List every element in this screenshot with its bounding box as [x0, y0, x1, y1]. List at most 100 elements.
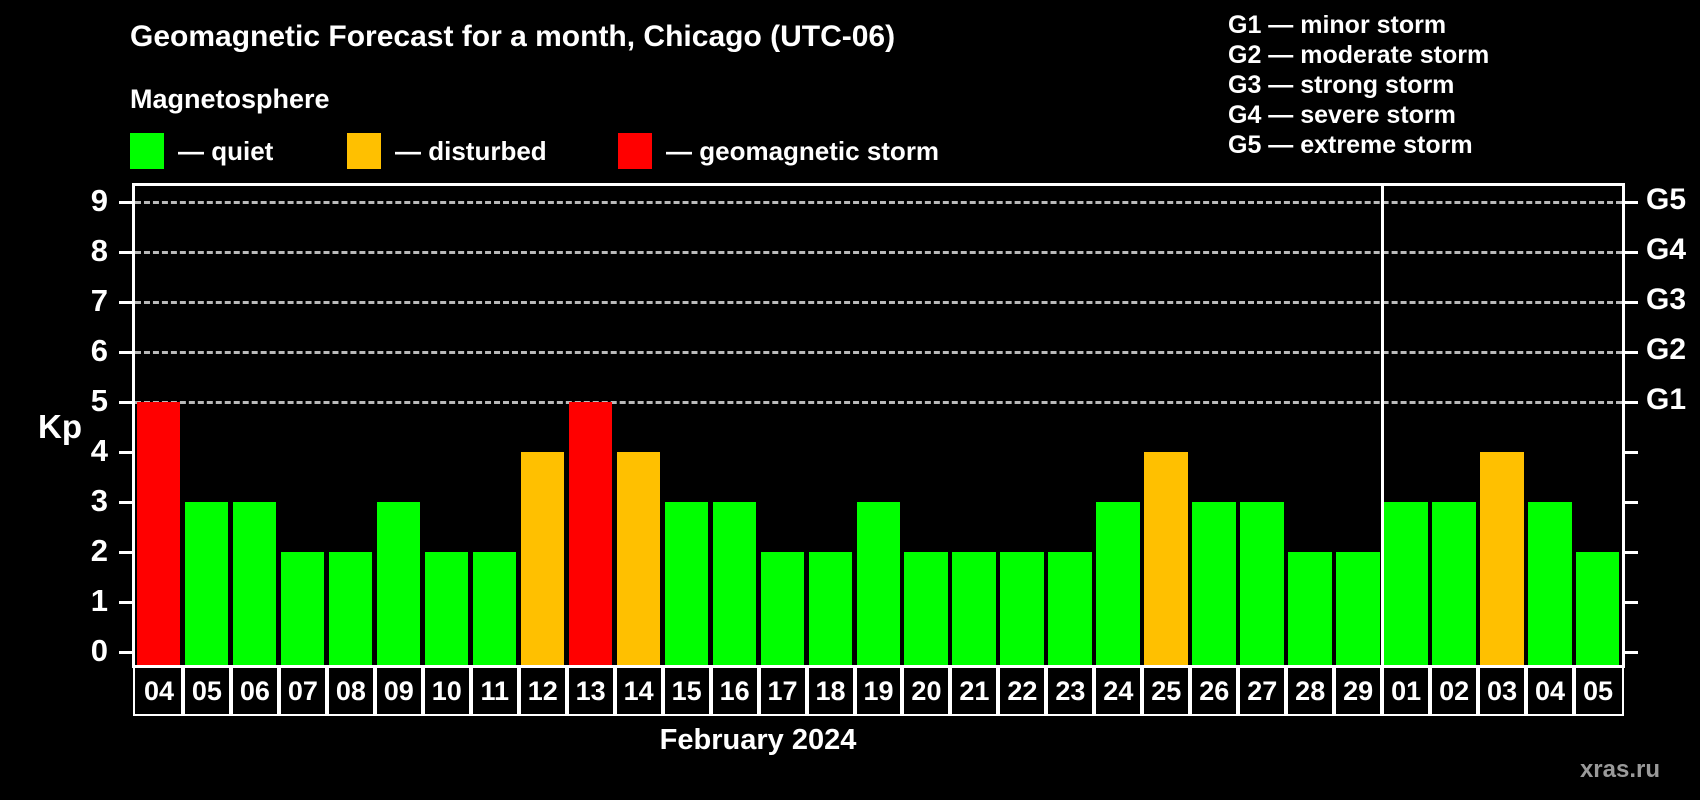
day-label-feb-05: 05	[180, 666, 233, 716]
kp-bar-day-10	[424, 552, 469, 665]
kp-bar-day-05	[184, 502, 229, 665]
legend-label: — disturbed	[395, 135, 547, 166]
kp-bar-day-18	[808, 552, 852, 665]
y-tick-label-9: 9	[90, 183, 108, 218]
y-tick-label-2: 2	[90, 533, 108, 568]
gridline-kp9	[135, 201, 1622, 204]
g-scale-legend: G1 — minor storm G2 — moderate storm G3 …	[1228, 10, 1489, 160]
right-tick-2	[1625, 551, 1638, 554]
gridline-kp7	[135, 301, 1622, 304]
left-tick-2	[119, 551, 132, 554]
day-label-feb-07: 07	[276, 666, 329, 716]
left-tick-5	[119, 401, 132, 404]
day-label-feb-09: 09	[372, 666, 425, 716]
x-axis-title: February 2024	[659, 724, 857, 756]
day-label-mar-03: 03	[1476, 666, 1529, 716]
chart-title: Geomagnetic Forecast for a month, Chicag…	[130, 20, 896, 53]
left-tick-7	[119, 301, 132, 304]
chart-subtitle: Magnetosphere	[130, 84, 330, 114]
right-tick-6	[1625, 351, 1638, 354]
y-axis-title: Kp	[38, 408, 82, 445]
month-separator-line	[1380, 186, 1384, 665]
day-label-feb-08: 08	[324, 666, 377, 716]
quiet-color-swatch	[130, 133, 164, 169]
y-tick-label-0: 0	[90, 633, 108, 668]
left-tick-0	[119, 651, 132, 654]
kp-bar-day-20	[904, 552, 948, 665]
right-tick-1	[1625, 601, 1638, 604]
day-label-feb-10: 10	[420, 666, 473, 716]
g-scale-label-g5: G5	[1646, 183, 1687, 216]
day-label-feb-28: 28	[1284, 666, 1337, 716]
y-tick-label-6: 6	[90, 333, 108, 368]
day-label-feb-18: 18	[804, 666, 857, 716]
kp-bar-day-08	[328, 552, 373, 665]
legend-label: — geomagnetic storm	[666, 135, 940, 166]
y-tick-label-5: 5	[90, 383, 108, 418]
day-label-feb-12: 12	[516, 666, 569, 716]
g5-legend-line: G5 — extreme storm	[1228, 131, 1473, 159]
day-label-feb-13: 13	[564, 666, 617, 716]
day-label-feb-20: 20	[900, 666, 953, 716]
left-tick-1	[119, 601, 132, 604]
day-label-feb-16: 16	[708, 666, 761, 716]
day-label-feb-11: 11	[468, 666, 521, 716]
g3-legend-line: G3 — strong storm	[1228, 71, 1455, 99]
kp-bar-day-28	[1288, 552, 1332, 665]
kp-bar-day-07	[280, 552, 325, 665]
right-tick-5	[1625, 401, 1638, 404]
kp-bar-day-16	[712, 502, 757, 665]
g4-legend-line: G4 — severe storm	[1228, 101, 1456, 129]
day-label-feb-23: 23	[1044, 666, 1097, 716]
kp-bar-day-24	[1096, 502, 1140, 665]
kp-bar-day-06	[232, 502, 277, 665]
g1-legend-line: G1 — minor storm	[1228, 11, 1447, 39]
gridline-kp6	[135, 351, 1622, 354]
kp-bar-day-23	[1048, 552, 1092, 665]
kp-bar-day-04	[137, 402, 181, 665]
day-label-mar-04: 04	[1524, 666, 1577, 716]
right-tick-7	[1625, 301, 1638, 304]
kp-bar-day-22	[1000, 552, 1044, 665]
kp-bar-day-13	[568, 402, 613, 665]
kp-bar-day-03	[1480, 452, 1524, 665]
day-label-feb-17: 17	[756, 666, 809, 716]
kp-bar-day-25	[1144, 452, 1188, 665]
right-tick-8	[1625, 251, 1638, 254]
left-tick-4	[119, 451, 132, 454]
day-label-feb-27: 27	[1236, 666, 1289, 716]
day-label-feb-26: 26	[1188, 666, 1241, 716]
watermark: xras.ru	[1579, 756, 1660, 783]
g2-legend-line: G2 — moderate storm	[1228, 41, 1490, 69]
right-tick-9	[1625, 201, 1638, 204]
kp-bar-day-04	[1528, 502, 1572, 665]
kp-bar-day-27	[1240, 502, 1284, 665]
kp-bar-day-29	[1336, 552, 1380, 665]
kp-bar-day-11	[472, 552, 517, 665]
kp-bar-day-15	[664, 502, 709, 665]
g-scale-label-g2: G2	[1646, 333, 1687, 366]
kp-bar-day-12	[520, 452, 565, 665]
y-tick-label-3: 3	[90, 483, 108, 518]
disturbed-color-swatch	[347, 133, 381, 169]
day-label-feb-14: 14	[612, 666, 665, 716]
plot-area: 0 1 2 3 4 5 6 7 8 9 G1 G2 G3 G4 G5	[91, 183, 1686, 668]
gridline-kp5	[135, 401, 1622, 404]
kp-bar-day-19	[856, 502, 900, 665]
g-scale-label-g1: G1	[1646, 383, 1687, 416]
day-label-row: 04 05 06 07 08 09 10 11 12 13 14 15 16 17 18 19 20 21 22 23…	[132, 666, 1626, 716]
kp-bar-day-05	[1576, 552, 1620, 665]
y-tick-label-1: 1	[90, 583, 108, 618]
g-scale-label-g3: G3	[1646, 283, 1687, 316]
right-tick-0	[1625, 651, 1638, 654]
kp-bar-day-09	[376, 502, 421, 665]
day-label-feb-25: 25	[1140, 666, 1193, 716]
kp-bar-day-01	[1384, 502, 1428, 665]
day-label-feb-22: 22	[996, 666, 1049, 716]
left-tick-6	[119, 351, 132, 354]
day-label-feb-29: 29	[1332, 666, 1385, 716]
day-label-feb-24: 24	[1092, 666, 1145, 716]
legend-item-quiet: — quiet	[130, 132, 273, 170]
y-tick-label-4: 4	[90, 433, 108, 468]
left-tick-3	[119, 501, 132, 504]
